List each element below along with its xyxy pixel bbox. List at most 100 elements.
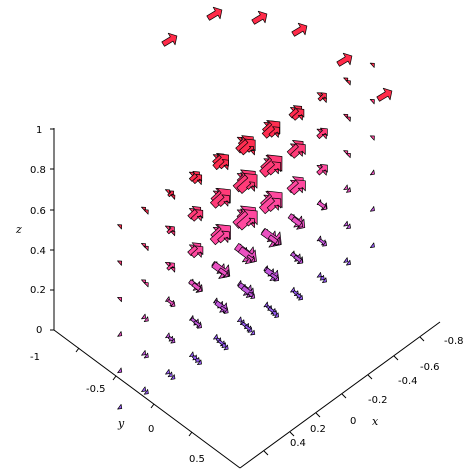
vector-arrow: [345, 80, 351, 86]
vector-arrow: [117, 367, 123, 374]
vector-arrow: [143, 282, 149, 288]
vector-arrow: [266, 197, 282, 212]
vector-arrow: [345, 152, 351, 159]
x-tick-label: -0.8: [444, 336, 464, 347]
vector-arrow: [316, 127, 328, 139]
vector-arrow: [141, 350, 147, 356]
vector-arrow: [223, 237, 229, 243]
vector-arrows: [117, 6, 393, 410]
z-tick-label: 0.2: [30, 285, 46, 296]
vector-arrow: [291, 22, 308, 37]
vector-arrow: [247, 291, 254, 298]
vector-arrow: [290, 143, 306, 159]
y-axis-line: [53, 329, 241, 469]
x-tick-label: -0.4: [398, 376, 418, 387]
vector-arrow: [298, 294, 304, 301]
vector-arrow: [247, 327, 253, 333]
vector-arrow: [196, 216, 202, 222]
vector-arrow: [170, 230, 176, 237]
x-axis-line: [239, 321, 441, 469]
vector-arrow: [196, 252, 202, 258]
z-tick-label: 0.6: [30, 206, 46, 217]
vector-arrow: [321, 134, 327, 140]
y-tick-label: -0.5: [86, 384, 106, 395]
vector-arrow: [321, 170, 327, 176]
z-tick-label: 0.4: [30, 246, 46, 257]
vector-arrow: [298, 222, 304, 228]
vector-arrow: [165, 368, 171, 375]
vector-arrow: [192, 354, 198, 361]
vector-arrow: [369, 62, 375, 68]
vector-arrow: [317, 92, 327, 102]
vector-arrow: [376, 87, 393, 102]
vector-arrow: [250, 222, 256, 228]
vector-arrow: [336, 52, 353, 67]
x-ticks: -0.8 -0.6 -0.4 -0.2 0 0.2 0.4: [263, 336, 464, 456]
vector-arrow: [297, 151, 303, 157]
vector-arrow: [321, 97, 327, 103]
vector-arrow: [213, 333, 218, 340]
vector-arrow: [143, 245, 149, 251]
y-ticks: -1 -0.5 0 0.5: [30, 347, 205, 465]
vector-arrow: [250, 186, 256, 192]
z-tick-label: 0.8: [30, 165, 46, 176]
vector-arrow: [197, 286, 202, 293]
vector-arrow: [274, 239, 280, 246]
vector-arrow: [170, 301, 176, 308]
vector-arrow: [268, 126, 280, 138]
x-tick-mark: [315, 412, 321, 418]
vector-arrow: [369, 206, 375, 212]
vector-arrow: [206, 6, 223, 21]
vector-arrow: [271, 310, 278, 316]
vector-arrow: [274, 132, 279, 138]
vector-arrow: [117, 296, 123, 303]
x-tick-mark: [289, 431, 295, 437]
vector-arrow: [346, 223, 351, 230]
vector-arrow: [170, 267, 176, 273]
x-tick-mark: [419, 336, 425, 342]
y-axis-label: y: [117, 417, 125, 430]
vector-arrow: [250, 293, 256, 300]
vector-arrow: [223, 201, 229, 207]
vector-arrow: [369, 135, 375, 141]
x-tick-label: -0.2: [368, 395, 388, 406]
vector-arrow: [117, 260, 123, 266]
vector-arrow: [223, 344, 229, 351]
vector-arrow: [251, 10, 268, 25]
vector-arrow: [192, 174, 203, 184]
y-tick-label: -1: [30, 352, 40, 363]
vector-arrow: [289, 179, 306, 196]
vector-arrow: [369, 99, 375, 105]
vector-arrow: [143, 352, 149, 359]
vector-arrow: [343, 257, 349, 263]
vector-arrow: [274, 275, 280, 282]
vector-arrow: [197, 323, 202, 329]
vector-arrow: [117, 331, 123, 337]
x-axis-label: x: [372, 415, 379, 428]
vector-arrow: [166, 226, 175, 235]
vector-arrow: [246, 217, 255, 227]
vector-arrow: [295, 292, 302, 299]
vector-arrow: [297, 187, 303, 194]
vector-arrow: [274, 205, 279, 211]
vector-arrow: [143, 209, 149, 215]
vector-arrow: [346, 187, 351, 193]
y-tick-label: 0: [148, 424, 154, 435]
vector-arrow: [250, 329, 256, 336]
x-tick-label: 0.2: [310, 424, 326, 435]
vector-arrow: [218, 159, 229, 170]
y-tick-mark: [75, 347, 80, 353]
vector-arrow: [322, 204, 327, 211]
vector-arrow: [346, 259, 351, 266]
vector-arrow: [274, 312, 280, 318]
vector-arrow: [141, 313, 147, 320]
x-tick-mark: [367, 374, 373, 380]
z-ticks: 1 0.8 0.6 0.4 0.2 0: [30, 125, 54, 336]
vector-arrow: [117, 403, 123, 410]
vector-arrow: [316, 163, 328, 176]
y-tick-label: 0.5: [189, 454, 205, 465]
vector-arrow: [189, 351, 194, 358]
y-tick-mark: [112, 375, 117, 381]
